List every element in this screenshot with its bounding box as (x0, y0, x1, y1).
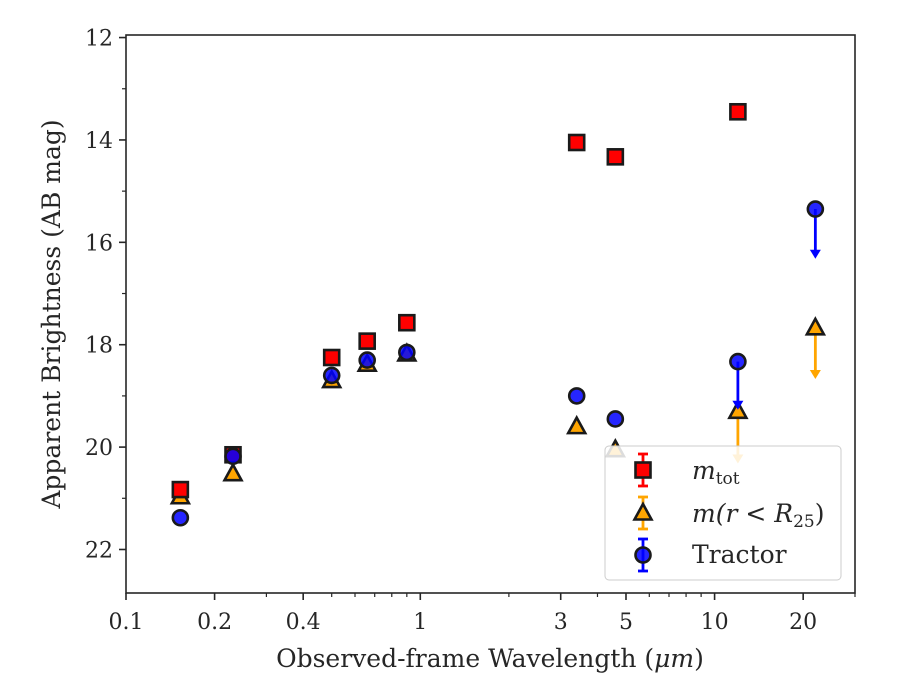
upper-limit-arrow-tractor-8 (809, 249, 821, 259)
upper-limit-arrow-tractor-7 (732, 400, 744, 410)
point-tractor-1 (224, 447, 242, 466)
point-mtot-5 (567, 133, 586, 152)
legend-marker-mtot (634, 461, 652, 479)
legend-frame (604, 445, 842, 581)
legend-label-tractor: Tractor (692, 540, 787, 569)
y-tick-label-3: 18 (85, 334, 113, 359)
point-tractor-2 (322, 366, 341, 385)
y-axis-label: Apparent Brightness (AB mag) (37, 119, 66, 509)
upper-limit-arrow-mr25-8 (809, 369, 821, 379)
x-axis-label: Observed-frame Wavelength (μm) (276, 644, 704, 673)
axis-ticks (119, 36, 856, 600)
point-mtot-7 (729, 102, 747, 121)
legend-label-mtot: mtot (692, 456, 740, 489)
series-tractor (171, 200, 825, 527)
point-mtot-6 (606, 148, 625, 166)
point-tractor-3 (358, 351, 376, 369)
legend-label-mr25: m(r < R25) (692, 499, 824, 532)
x-tick-label-2: 0.4 (286, 610, 321, 635)
point-tractor-8 (806, 200, 825, 218)
y-tick-label-4: 20 (85, 436, 113, 461)
y-tick-label-2: 16 (85, 231, 113, 256)
x-tick-label-4: 3 (554, 610, 568, 635)
point-tractor-0 (171, 508, 190, 527)
point-tractor-4 (398, 343, 416, 362)
legend-markers (632, 452, 654, 573)
legend: mtot m(r < R25) Tractor (604, 445, 842, 581)
y-tick-label-1: 14 (85, 129, 113, 154)
point-tractor-5 (567, 387, 586, 405)
point-mr25-1 (222, 462, 244, 482)
point-mtot-4 (398, 313, 416, 332)
point-mtot-3 (358, 332, 376, 350)
x-tick-label-7: 20 (789, 610, 817, 635)
point-mtot-2 (322, 348, 341, 367)
point-mr25-8 (804, 316, 827, 336)
point-mtot-0 (171, 480, 190, 499)
tick-labels: 0.1 0.2 0.4 1 3 5 10 20 12 14 16 18 20 22 (85, 27, 817, 635)
x-tick-label-6: 10 (701, 610, 729, 635)
legend-marker-mr25 (632, 501, 654, 521)
series-mtot (171, 102, 747, 499)
plot-frame (125, 34, 856, 594)
x-tick-label-3: 1 (413, 610, 427, 635)
point-mr25-7 (727, 399, 749, 420)
x-tick-label-0: 0.1 (109, 610, 144, 635)
point-tractor-7 (729, 352, 747, 371)
x-tick-label-1: 0.2 (197, 610, 232, 635)
point-tractor-6 (606, 410, 625, 428)
legend-marker-tractor (634, 546, 652, 564)
x-tick-label-5: 5 (619, 610, 633, 635)
y-tick-label-0: 12 (85, 27, 113, 52)
y-tick-label-5: 22 (85, 538, 113, 563)
point-mr25-5 (566, 414, 588, 435)
